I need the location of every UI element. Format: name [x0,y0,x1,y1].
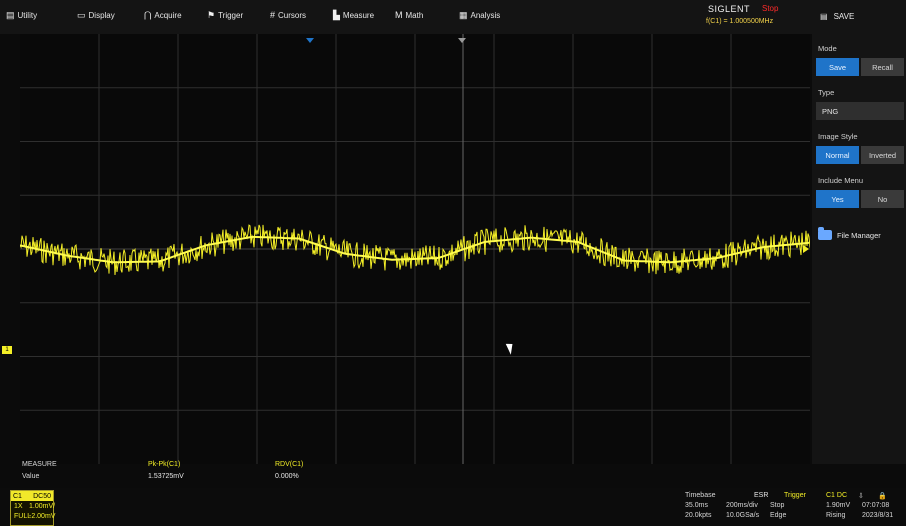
image-style-normal-button[interactable]: Normal [816,146,859,164]
acquire-icon: ⋂ [144,10,152,20]
measure-panel: MEASURE Value Pk-Pk(C1) 1.53725mV RDV(C1… [0,458,906,488]
esr-type: Edge [770,512,787,519]
trigger-source: C1 DC [826,492,848,499]
include-menu-yes-button[interactable]: Yes [816,190,859,208]
image-style-label: Image Style [818,132,858,141]
display-icon: ▭ [77,10,86,20]
measure-rdv-value: 0.000% [275,473,299,480]
channel1-offset: -2.00mV [29,513,56,520]
menu-measure[interactable]: ▙ Measure [333,10,375,20]
top-menu-bar: ▤ Utility ▭ Display ⋂ Acquire ⚑ Trigger # Cur… [0,0,906,34]
clock-date: 2023/8/31 [862,512,894,519]
esr-label: ESR [754,492,769,499]
measure-icon: ▙ [333,10,340,20]
waveform-grid [20,34,810,464]
image-style-inverted-button[interactable]: Inverted [861,146,904,164]
timebase-rate: 10.0GSa/s [726,512,760,519]
status-bar: Timebase 35.0ms 20.0kpts 200ms/div 10.0G… [0,488,906,526]
channel1-probe: 1X [14,503,23,510]
brand-logo: SIGLENT [708,4,751,14]
mode-recall-button[interactable]: Recall [861,58,904,76]
menu-acquire[interactable]: ⋂ Acquire [144,10,182,20]
channel1-bw: FULL [14,513,32,520]
measure-row-label: Value [22,473,40,480]
measure-rdv-name: RDV(C1) [275,461,304,468]
file-manager-button[interactable]: File Manager [818,227,881,240]
timebase-delay: 35.0ms [685,502,708,509]
measure-pkpk-name: Pk-Pk(C1) [148,461,181,468]
trigger-level: 1.90mV [826,502,851,509]
trigger-slope: Rising [826,512,846,519]
include-menu-no-button[interactable]: No [861,190,904,208]
clock-time: 07:07:08 [862,502,890,509]
run-status[interactable]: Stop [762,4,779,13]
menu-math[interactable]: M Math [395,10,424,20]
mode-label: Mode [818,44,837,53]
utility-icon: ▤ [6,10,15,20]
timebase-scale: 200ms/div [726,502,758,509]
type-label: Type [818,88,835,97]
save-side-panel: Mode Save Recall Type PNG Image Style No… [812,34,906,464]
trigger-position-marker[interactable] [458,38,466,43]
measure-title: MEASURE [22,461,57,468]
type-dropdown[interactable]: PNG [816,102,904,120]
horizontal-position-marker[interactable] [306,38,314,43]
timebase-points: 20.0kpts [685,512,712,519]
measure-pkpk-value: 1.53725mV [148,473,184,480]
menu-cursors[interactable]: # Cursors [270,10,307,20]
channel1-info-box[interactable]: C1 DC50 1X 1.00mV/ FULL -2.00mV [10,490,56,526]
trace-core [20,235,810,264]
lock-icon: 🔒 [878,493,887,500]
trace-noise-band [20,224,810,276]
menu-analysis[interactable]: ▦ Analysis [459,10,501,20]
analysis-icon: ▦ [459,10,468,20]
usb-icon: ⇩ [858,493,864,500]
frequency-readout: f(C1) = 1.000500MHz [706,18,774,25]
trigger-level-marker[interactable] [803,245,809,253]
trigger-label: Trigger [784,492,806,499]
trigger-icon: ⚑ [207,10,216,20]
save-menu-icon: ▤ [820,12,828,21]
menu-trigger[interactable]: ⚑ Trigger [207,10,244,20]
include-menu-label: Include Menu [818,176,864,185]
folder-icon [818,227,832,240]
cursors-icon: # [270,10,276,20]
timebase-label: Timebase [685,492,716,499]
esr-state: Stop [770,502,785,509]
save-menu-title: ▤ SAVE [820,12,855,21]
math-icon: M [395,10,403,20]
mode-save-button[interactable]: Save [816,58,859,76]
menu-display[interactable]: ▭ Display [77,10,115,20]
channel1-scale: 1.00mV/ [29,503,56,510]
channel1-header: C1 DC50 [11,491,53,501]
channel1-offset-marker[interactable]: 1 [2,346,12,354]
menu-utility[interactable]: ▤ Utility [6,10,38,20]
